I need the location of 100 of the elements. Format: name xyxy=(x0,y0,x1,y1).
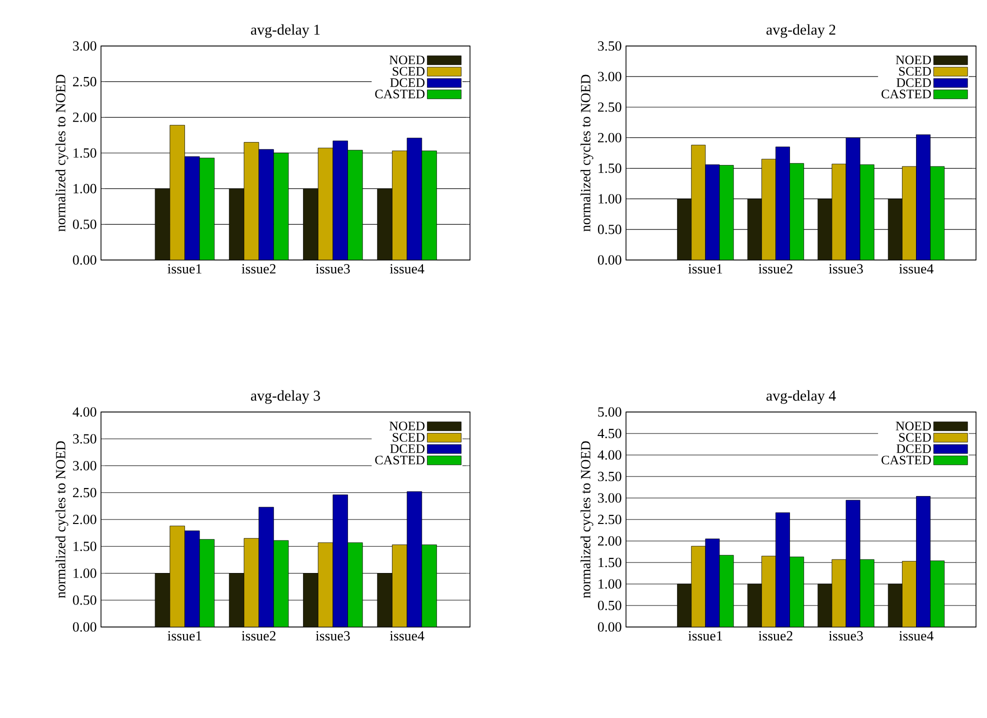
bar xyxy=(832,164,846,260)
y-tick-label: 0.00 xyxy=(72,622,96,632)
bar xyxy=(244,538,260,627)
bar xyxy=(199,158,215,260)
bar xyxy=(747,584,762,627)
legend-label: SCED xyxy=(899,66,931,76)
bar xyxy=(846,500,860,627)
y-tick-label: 3.50 xyxy=(73,434,96,444)
bar xyxy=(332,494,348,627)
y-tick-label: 2.50 xyxy=(73,488,96,498)
legend-label: NOED xyxy=(389,422,425,430)
y-tick-label: 0.00 xyxy=(72,255,96,265)
bar xyxy=(691,144,706,260)
y-tick-label: 3.00 xyxy=(73,41,96,51)
y-tick-label: 0.50 xyxy=(72,220,96,230)
y-tick-label: 0.00 xyxy=(598,255,622,265)
bar xyxy=(902,561,916,627)
x-tick-label: issue3 xyxy=(828,631,863,641)
bar xyxy=(406,138,422,260)
bar xyxy=(184,530,200,627)
bar xyxy=(422,544,437,627)
chart-title: avg-delay 4 xyxy=(766,390,836,404)
legend-label: CASTED xyxy=(375,90,425,98)
y-tick-label: 0.50 xyxy=(598,224,622,234)
x-tick-label: issue3 xyxy=(316,264,350,274)
legend-label: CASTED xyxy=(375,456,425,464)
bar xyxy=(154,573,170,627)
legend-label: SCED xyxy=(392,432,425,442)
y-tick-label: 3.50 xyxy=(598,472,622,482)
bar xyxy=(228,573,244,627)
bar xyxy=(860,559,874,627)
bar xyxy=(170,124,185,260)
bar xyxy=(154,188,170,260)
y-tick-label: 4.00 xyxy=(598,450,622,460)
x-tick-label: issue2 xyxy=(758,631,792,641)
bar xyxy=(303,573,318,627)
legend-label: DCED xyxy=(390,78,425,88)
x-tick-label: issue1 xyxy=(168,264,202,274)
legend-label: CASTED xyxy=(882,90,931,98)
y-tick-label: 1.00 xyxy=(598,194,622,204)
y-tick-label: 3.00 xyxy=(598,493,622,503)
x-tick-label: issue2 xyxy=(242,264,276,274)
y-tick-label: 2.00 xyxy=(73,112,96,122)
y-tick-label: 1.50 xyxy=(74,148,96,158)
bar xyxy=(273,540,289,627)
y-tick-label: 0.00 xyxy=(598,622,622,632)
bar xyxy=(170,526,185,627)
chart-title: avg-delay 1 xyxy=(250,24,320,38)
legend-label: SCED xyxy=(392,66,425,76)
legend-label: CASTED xyxy=(882,456,931,464)
x-tick-label: issue2 xyxy=(242,631,276,641)
bar xyxy=(332,140,348,260)
y-tick-label: 1.00 xyxy=(74,184,96,194)
bar xyxy=(705,538,720,627)
y-tick-label: 3.50 xyxy=(598,41,622,51)
bar xyxy=(348,542,363,627)
bar xyxy=(406,491,422,627)
x-tick-label: issue3 xyxy=(316,631,350,641)
x-tick-label: issue3 xyxy=(828,264,863,274)
chart-title: avg-delay 3 xyxy=(250,390,320,404)
y-tick-label: 3.00 xyxy=(73,461,96,470)
x-tick-label: issue4 xyxy=(390,631,424,641)
x-tick-label: issue2 xyxy=(758,264,792,274)
bar xyxy=(377,188,392,260)
bar xyxy=(902,166,916,260)
x-tick-label: issue4 xyxy=(899,264,934,274)
bar xyxy=(930,560,945,627)
y-tick-label: 4.00 xyxy=(72,407,96,417)
legend-label: SCED xyxy=(899,432,931,442)
bar xyxy=(258,149,274,260)
y-tick-label: 3.00 xyxy=(598,72,622,82)
y-axis-title: normalized cycles to NOED xyxy=(580,441,594,598)
y-tick-label: 2.00 xyxy=(73,514,96,524)
y-tick-label: 2.50 xyxy=(73,76,96,86)
bar xyxy=(258,506,274,627)
x-tick-label: issue1 xyxy=(688,631,722,641)
y-axis-title: normalized cycles to NOED xyxy=(56,74,68,232)
bar xyxy=(318,542,334,627)
y-tick-label: 1.50 xyxy=(598,558,622,568)
legend-label: NOED xyxy=(389,56,425,64)
bar xyxy=(818,584,832,627)
legend-label: DCED xyxy=(896,444,931,454)
bar xyxy=(719,554,734,627)
bar xyxy=(761,158,776,260)
legend-label: NOED xyxy=(896,422,931,430)
bar xyxy=(377,573,392,627)
bar xyxy=(184,156,200,260)
bar xyxy=(790,556,804,627)
bar xyxy=(776,512,790,627)
bar xyxy=(888,584,902,627)
bar xyxy=(761,556,776,627)
bar xyxy=(422,150,437,260)
bar xyxy=(228,188,244,260)
x-tick-label: issue1 xyxy=(688,264,722,274)
y-tick-label: 1.00 xyxy=(598,579,622,589)
bar xyxy=(199,539,215,627)
bar xyxy=(273,152,289,260)
y-tick-label: 4.50 xyxy=(598,428,622,438)
bar xyxy=(392,150,408,260)
y-tick-label: 2.00 xyxy=(598,536,622,546)
